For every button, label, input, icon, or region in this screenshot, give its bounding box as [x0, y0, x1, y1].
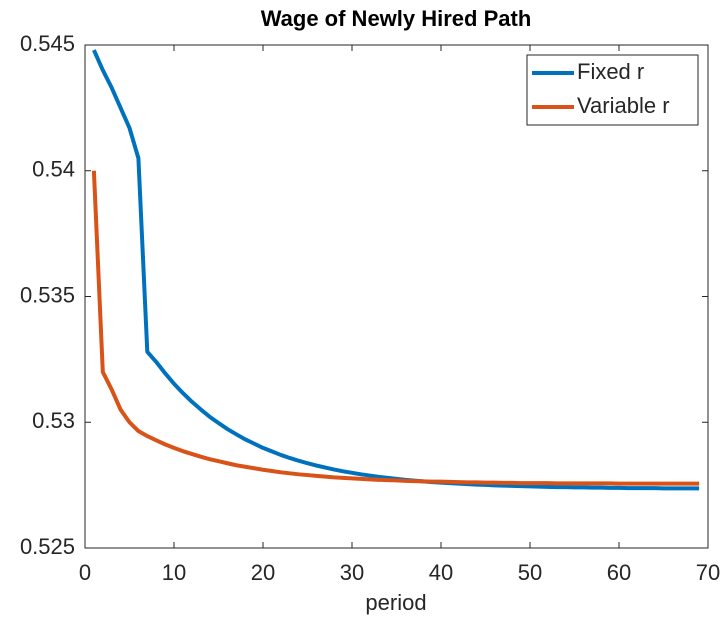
- y-tick-label: 0.525: [20, 534, 75, 559]
- legend-label: Fixed r: [577, 59, 644, 84]
- x-tick-label: 40: [429, 560, 453, 585]
- y-tick-label: 0.53: [32, 408, 75, 433]
- y-tick-label: 0.54: [32, 157, 75, 182]
- y-tick-label: 0.535: [20, 282, 75, 307]
- x-tick-label: 60: [607, 560, 631, 585]
- x-axis-label: period: [365, 590, 426, 615]
- chart-title: Wage of Newly Hired Path: [261, 6, 532, 31]
- x-tick-label: 10: [162, 560, 186, 585]
- x-tick-label: 0: [79, 560, 91, 585]
- series-line: [91, 170, 700, 486]
- plot-area: [84, 44, 709, 549]
- x-tick-label: 50: [518, 560, 542, 585]
- x-tick-label: 20: [251, 560, 275, 585]
- x-tick-label: 30: [340, 560, 364, 585]
- x-tick-label: 70: [696, 560, 720, 585]
- legend-label: Variable r: [577, 93, 670, 118]
- legend-box: [526, 54, 699, 126]
- y-tick-label: 0.545: [20, 31, 75, 56]
